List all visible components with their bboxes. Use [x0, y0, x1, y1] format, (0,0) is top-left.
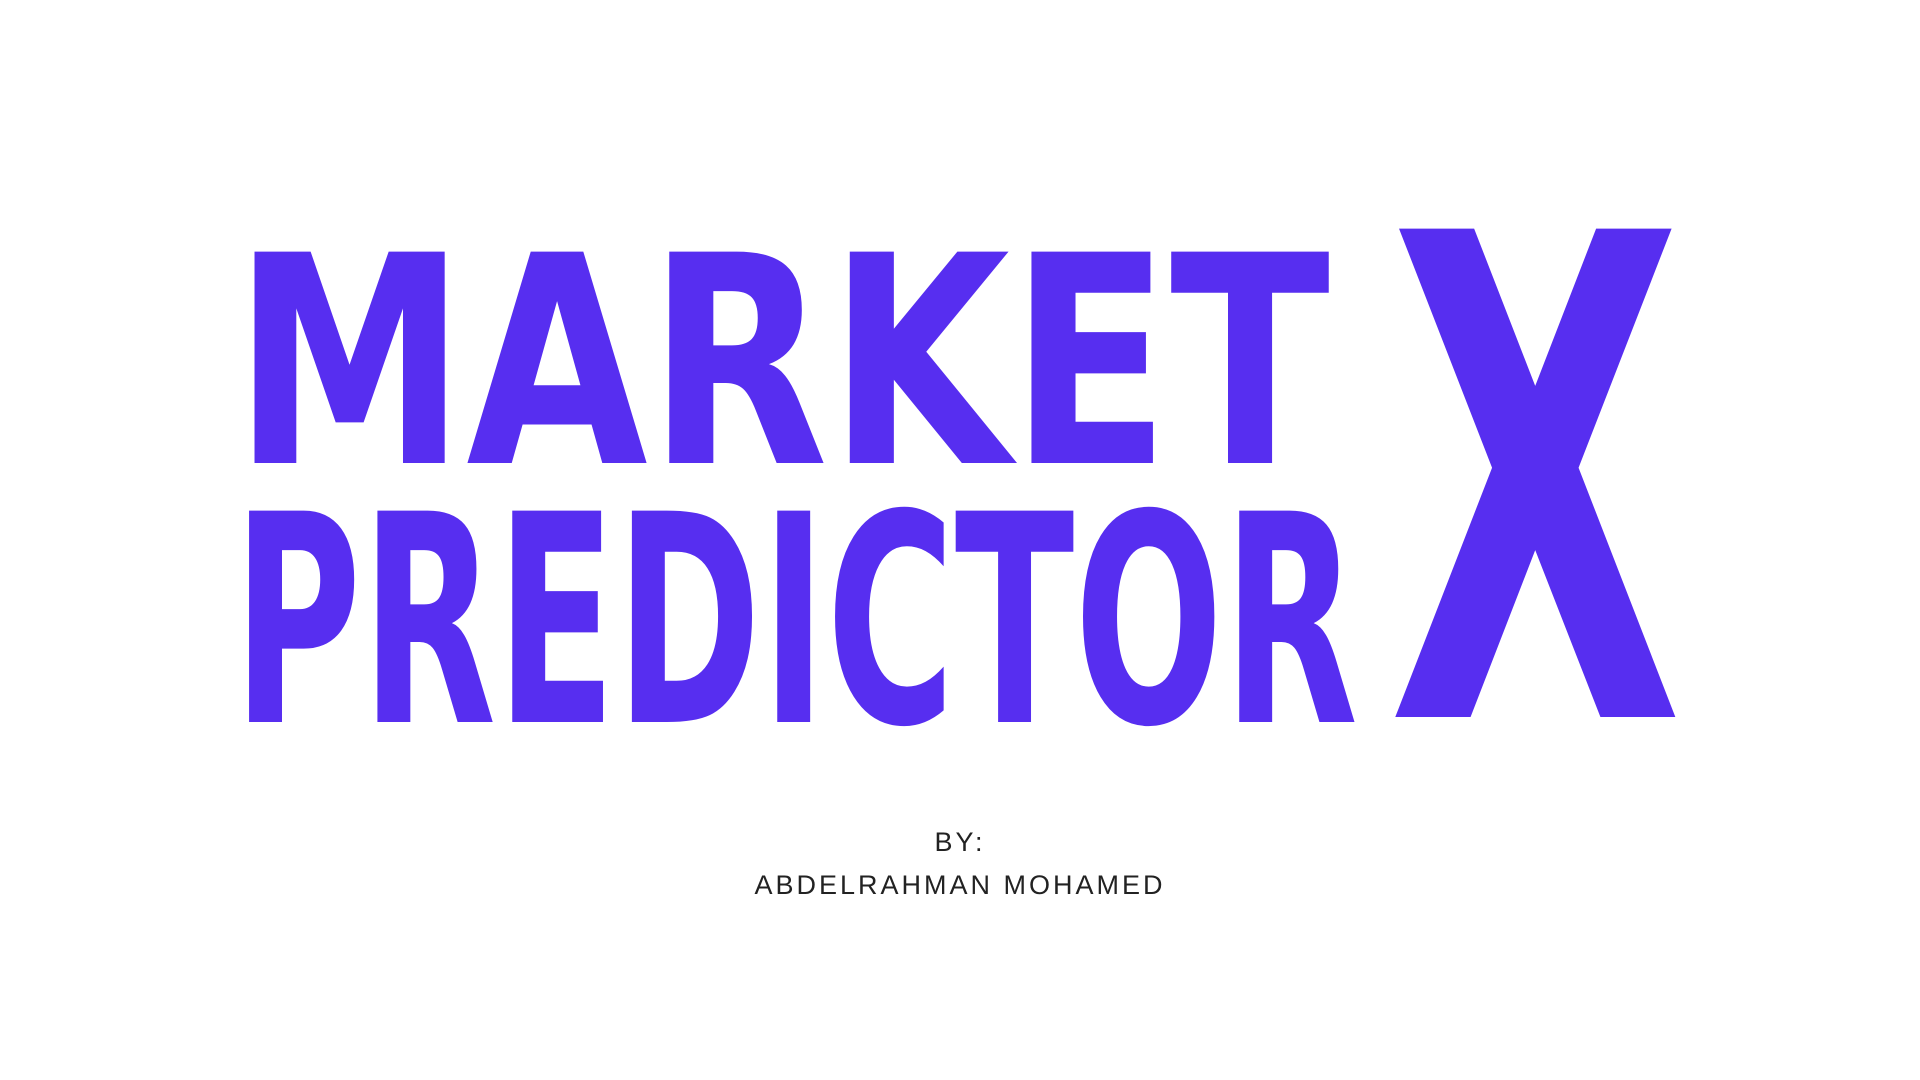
- author-name: ABDELRAHMAN MOHAMED: [754, 870, 1166, 900]
- title-line-predictor: PREDICTOR: [233, 454, 1358, 791]
- title-line-market: MARKET: [233, 195, 1331, 532]
- title-big-x: X: [1388, 96, 1683, 876]
- byline-label: BY:: [934, 827, 986, 857]
